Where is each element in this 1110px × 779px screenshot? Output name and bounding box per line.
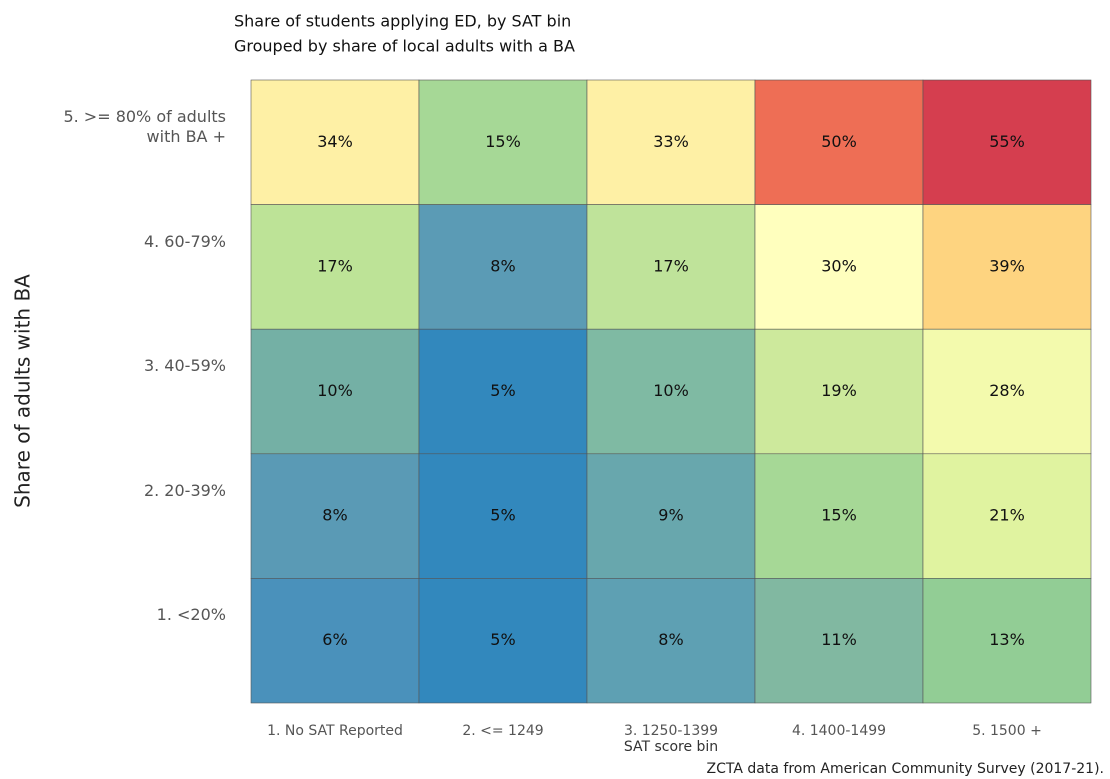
heatmap-cell xyxy=(754,453,924,579)
cell-label: 33% xyxy=(653,132,689,151)
heatmap-cell xyxy=(922,204,1092,330)
x-tick-label: 5. 1500 + xyxy=(972,723,1042,739)
x-tick-label: 4. 1400-1499 xyxy=(792,723,886,739)
cell-label: 5% xyxy=(490,630,515,649)
heatmap-cell xyxy=(418,204,588,330)
x-axis-label: SAT score bin xyxy=(624,739,718,755)
cell-label: 13% xyxy=(989,630,1025,649)
cell-label: 11% xyxy=(821,630,857,649)
cell-label: 39% xyxy=(989,256,1025,275)
heatmap-cell xyxy=(922,328,1092,455)
cell-label: 19% xyxy=(821,381,857,400)
cell-label: 50% xyxy=(821,132,857,151)
heatmap-cell xyxy=(922,578,1092,704)
cell-label: 30% xyxy=(821,256,857,275)
chart-title: Share of students applying ED, by SAT bi… xyxy=(234,12,571,31)
heatmap-cell xyxy=(250,578,420,704)
y-tick-label: 3. 40-59% xyxy=(143,356,226,376)
cell-label: 17% xyxy=(317,256,353,275)
cell-label: 10% xyxy=(653,381,689,400)
heatmap-cell xyxy=(754,578,924,704)
heatmap-cell xyxy=(586,453,756,579)
cell-label: 15% xyxy=(821,506,857,525)
heatmap-cell xyxy=(418,578,588,704)
heatmap-cell xyxy=(418,328,588,455)
y-tick-label: 1. <20% xyxy=(156,605,226,625)
cell-label: 8% xyxy=(658,630,683,649)
cell-label: 15% xyxy=(485,132,521,151)
cell-label: 5% xyxy=(490,506,515,525)
x-tick-label: 2. <= 1249 xyxy=(462,723,543,739)
heatmap-cell xyxy=(754,79,924,205)
heatmap-cell xyxy=(754,204,924,330)
heatmap-cell xyxy=(418,453,588,579)
cell-label: 9% xyxy=(658,506,683,525)
heatmap-cell xyxy=(586,328,756,455)
heatmap-cell xyxy=(754,328,924,455)
heatmap-cell xyxy=(586,204,756,330)
cell-label: 34% xyxy=(317,132,353,151)
cell-label: 28% xyxy=(989,381,1025,400)
cell-label: 8% xyxy=(322,506,347,525)
heatmap-cell xyxy=(250,328,420,455)
cell-label: 21% xyxy=(989,506,1025,525)
cell-label: 10% xyxy=(317,381,353,400)
y-axis-label: Share of adults with BA xyxy=(11,274,35,508)
y-tick-label: 2. 20-39% xyxy=(143,480,226,500)
cell-label: 5% xyxy=(490,381,515,400)
cell-label: 55% xyxy=(989,132,1025,151)
annotation: ZCTA data from American Community Survey… xyxy=(707,761,1104,777)
cell-label: 8% xyxy=(490,256,515,275)
x-tick-label: 3. 1250-1399 xyxy=(624,723,718,739)
y-tick-label: 5. >= 80% of adults with BA + xyxy=(63,107,226,146)
chart-subtitle: Grouped by share of local adults with a … xyxy=(234,37,575,56)
heatmap-cell xyxy=(922,453,1092,579)
cell-label: 17% xyxy=(653,256,689,275)
heatmap-cell xyxy=(250,204,420,330)
x-tick-label: 1. No SAT Reported xyxy=(267,723,403,739)
heatmap-cell xyxy=(586,79,756,205)
y-tick-label: 4. 60-79% xyxy=(143,231,226,251)
cell-label: 6% xyxy=(322,630,347,649)
heatmap-cell xyxy=(418,79,588,205)
heatmap-cell xyxy=(586,578,756,704)
